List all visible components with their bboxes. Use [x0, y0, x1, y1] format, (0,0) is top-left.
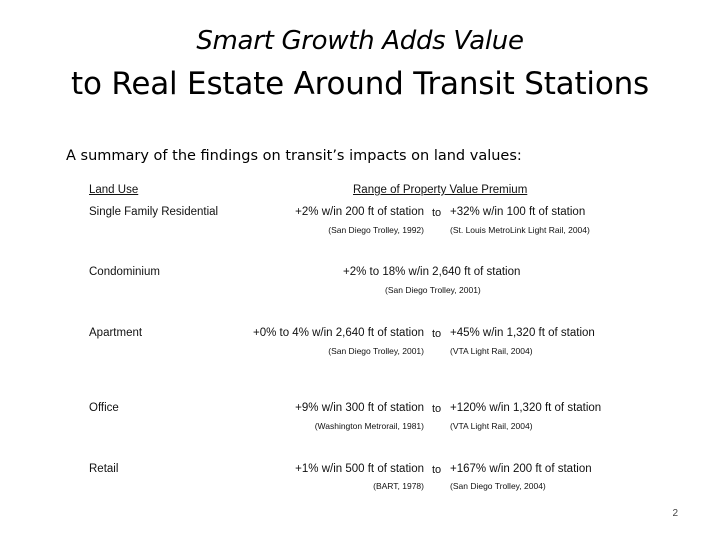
page-number: 2 — [672, 508, 678, 519]
high-source-retail: (San Diego Trolley, 2004) — [450, 481, 546, 491]
header-range: Range of Property Value Premium — [353, 184, 528, 196]
to-separator: to — [432, 403, 442, 415]
land-use-single-family: Single Family Residential — [89, 206, 219, 218]
low-source-apartment: (San Diego Trolley, 2001) — [328, 346, 424, 356]
low-premium-office: +9% w/in 300 ft of station — [295, 402, 424, 414]
high-source-single-family: (St. Louis MetroLink Light Rail, 2004) — [450, 225, 590, 235]
land-use-apartment: Apartment — [89, 327, 143, 339]
land-use-retail: Retail — [89, 463, 119, 475]
high-source-apartment: (VTA Light Rail, 2004) — [450, 346, 533, 356]
to-separator: to — [432, 328, 442, 340]
low-premium-apartment: +0% to 4% w/in 2,640 ft of station — [252, 327, 424, 339]
low-source-office: (Washington Metrorail, 1981) — [314, 421, 424, 431]
high-premium-retail: +167% w/in 200 ft of station — [450, 463, 592, 475]
low-source-single-family: (San Diego Trolley, 1992) — [328, 225, 424, 235]
low-premium-single-family: +2% w/in 200 ft of station — [295, 206, 424, 218]
low-premium-retail: +1% w/in 500 ft of station — [295, 463, 424, 475]
high-premium-apartment: +45% w/in 1,320 ft of station — [450, 327, 595, 339]
to-separator: to — [432, 464, 442, 476]
high-source-office: (VTA Light Rail, 2004) — [450, 421, 533, 431]
premium-condominium: +2% to 18% w/in 2,640 ft of station — [343, 266, 521, 278]
intro-text: A summary of the findings on transit’s i… — [66, 148, 522, 164]
high-premium-single-family: +32% w/in 100 ft of station — [450, 206, 586, 218]
slide-title-line2: to Real Estate Around Transit Stations — [71, 66, 649, 102]
source-condominium: (San Diego Trolley, 2001) — [385, 285, 481, 295]
land-use-condominium: Condominium — [89, 266, 160, 278]
high-premium-office: +120% w/in 1,320 ft of station — [450, 402, 602, 414]
to-separator: to — [432, 207, 442, 219]
low-source-retail: (BART, 1978) — [373, 481, 424, 491]
header-land-use: Land Use — [89, 184, 139, 196]
land-use-office: Office — [89, 402, 119, 414]
slide-title-line1: Smart Growth Adds Value — [196, 26, 524, 56]
